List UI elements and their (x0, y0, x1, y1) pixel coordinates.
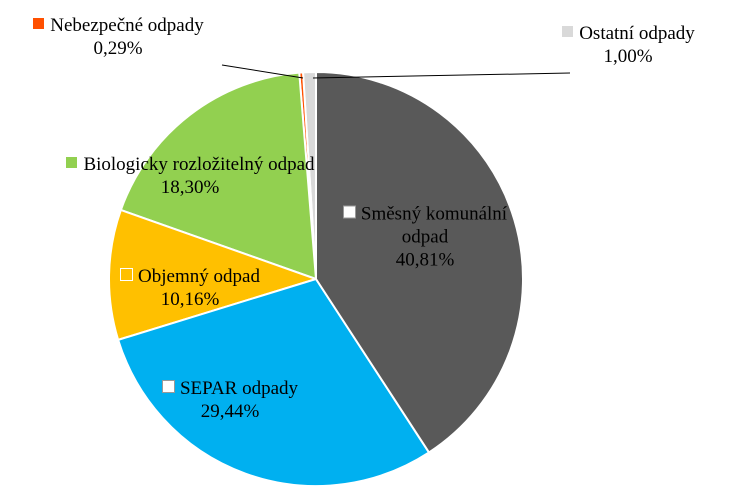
leader-line (312, 72, 571, 79)
data-label: Směsný komunální odpad 40,81% (320, 203, 530, 272)
value-label: 1,00% (603, 46, 653, 67)
legend-key (561, 25, 575, 38)
value-label: 18,30% (160, 177, 220, 198)
pie-slice (119, 71, 318, 281)
pie-slice (116, 277, 431, 487)
value-label: 10,16% (160, 289, 220, 310)
category-label: Biologicky rozložitelný odpad (83, 154, 315, 175)
data-label: Nebezpečné odpady 0,29% (3, 14, 233, 60)
legend-key (120, 268, 134, 281)
data-label: Biologicky rozložitelný odpad 18,30% (60, 153, 320, 199)
legend-key (342, 205, 356, 219)
value-label: 0,29% (93, 38, 143, 59)
data-label: SEPAR odpady 29,44% (130, 377, 330, 423)
legend-key (161, 380, 175, 393)
value-label: 40,81% (395, 249, 455, 271)
category-label: SEPAR odpady (179, 378, 299, 399)
category-label: Objemný odpad (138, 266, 260, 287)
leader-line (221, 64, 304, 79)
category-label: Ostatní odpady (579, 23, 695, 44)
pie-slice (315, 70, 524, 454)
legend-key (65, 156, 79, 169)
category-label: Nebezpečné odpady (50, 15, 204, 36)
data-label: Ostatní odpady 1,00% (538, 22, 718, 68)
data-label: Objemný odpad 10,16% (90, 265, 290, 311)
pie-slice (108, 208, 320, 342)
value-label: 29,44% (200, 401, 260, 422)
legend-key (32, 17, 46, 30)
category-label: Směsný komunální odpad (360, 203, 508, 248)
